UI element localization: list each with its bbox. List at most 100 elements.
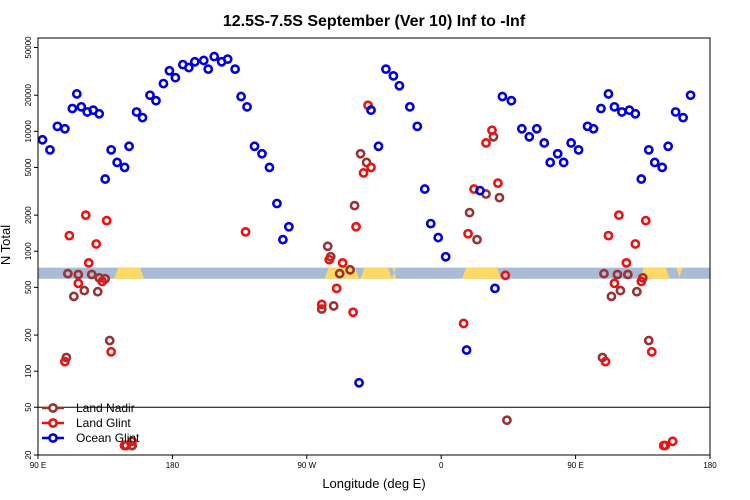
data-point <box>573 144 584 155</box>
data-point <box>630 108 641 119</box>
data-point <box>531 123 542 134</box>
data-point <box>83 257 94 268</box>
data-point <box>209 51 220 62</box>
data-point <box>685 90 696 101</box>
data-point <box>660 440 671 451</box>
data-point <box>328 301 339 311</box>
data-point <box>558 157 569 168</box>
data-point <box>278 234 288 245</box>
data-point <box>502 415 512 426</box>
data-point <box>552 148 563 159</box>
data-point <box>73 278 84 289</box>
y-tick-label: 10000 <box>24 120 33 143</box>
data-point <box>636 276 647 287</box>
data-point <box>59 123 70 134</box>
data-point <box>643 144 654 155</box>
legend-label: Ocean Glint <box>76 431 140 445</box>
legend-entry: Ocean Glint <box>42 431 140 445</box>
data-point <box>463 228 473 239</box>
data-point <box>612 269 623 280</box>
data-point <box>493 178 503 189</box>
land-band-segment <box>676 267 683 279</box>
x-tick-label: 180 <box>703 461 717 470</box>
land-band-segment <box>462 267 501 279</box>
data-point <box>636 174 647 184</box>
data-point <box>472 234 482 245</box>
data-point <box>222 54 233 65</box>
data-point <box>76 101 87 112</box>
data-point <box>545 157 556 168</box>
data-point <box>112 157 123 168</box>
data-point <box>80 210 91 221</box>
axes: 20 50 100 200 500 1000 2000 5000 10000 20000 50000… <box>24 36 717 470</box>
data-point <box>461 345 472 355</box>
data-point <box>506 95 517 106</box>
data-point <box>458 318 469 329</box>
data-point <box>464 207 475 218</box>
series-land-nadir <box>61 131 654 451</box>
data-point <box>249 141 260 152</box>
data-point <box>337 257 348 268</box>
data-point <box>151 95 161 106</box>
data-point <box>324 254 335 265</box>
data-point <box>64 230 75 241</box>
y-tick-label: 100 <box>24 364 33 378</box>
data-point <box>609 278 620 289</box>
data-point <box>272 198 282 209</box>
data-point <box>164 65 175 76</box>
data-point <box>348 307 358 318</box>
data-point <box>189 56 200 67</box>
data-point <box>71 89 82 99</box>
y-tick-label: 20000 <box>24 84 33 107</box>
data-point <box>59 356 70 367</box>
data-point <box>516 123 527 134</box>
data-point <box>127 436 137 447</box>
data-point <box>381 64 391 75</box>
data-point <box>91 239 102 249</box>
data-point <box>366 162 376 173</box>
data-point <box>242 101 252 112</box>
data-point <box>104 335 115 346</box>
data-point <box>101 215 112 226</box>
legend-marker <box>48 403 58 413</box>
x-tick-label: 180 <box>166 461 180 470</box>
legend-entry: Land Nadir <box>42 401 135 415</box>
data-point <box>616 107 627 117</box>
data-point <box>419 184 430 194</box>
data-point <box>412 121 423 132</box>
data-point <box>643 335 654 346</box>
data-point <box>614 210 624 221</box>
data-point <box>334 268 345 279</box>
data-point <box>366 105 376 116</box>
data-point <box>663 141 674 152</box>
chart-title: 12.5S-7.5S September (Ver 10) Inf to -In… <box>223 13 526 30</box>
data-point <box>283 221 294 232</box>
data-point <box>388 70 399 81</box>
data-points <box>37 51 696 451</box>
data-point <box>497 91 508 102</box>
data-point <box>203 64 214 75</box>
series-land-glint <box>59 100 678 451</box>
data-point <box>646 346 657 357</box>
land-band-segment <box>324 267 360 279</box>
data-point <box>119 440 130 451</box>
legend-marker <box>48 418 58 428</box>
data-point <box>358 168 369 178</box>
data-point <box>678 112 689 123</box>
data-point <box>539 138 550 148</box>
data-point <box>373 141 384 152</box>
y-tick-label: 2000 <box>24 206 33 224</box>
data-point <box>487 125 497 136</box>
data-point <box>198 55 209 66</box>
data-point <box>667 436 678 447</box>
data-point <box>440 251 451 262</box>
y-tick-label: 500 <box>24 280 33 294</box>
data-point <box>596 103 606 114</box>
data-point <box>119 162 130 173</box>
data-point <box>145 90 155 101</box>
y-tick-label: 50000 <box>24 36 33 59</box>
data-point <box>433 232 444 243</box>
x-tick-label: 90 W <box>297 461 316 470</box>
